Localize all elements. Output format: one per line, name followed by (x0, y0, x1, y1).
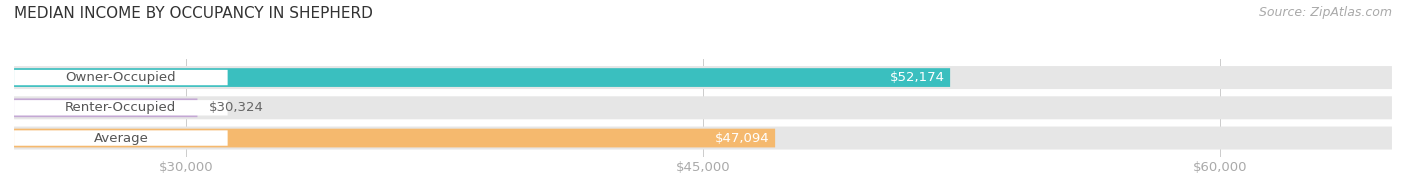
Text: Average: Average (93, 132, 148, 144)
FancyBboxPatch shape (14, 70, 228, 85)
Text: MEDIAN INCOME BY OCCUPANCY IN SHEPHERD: MEDIAN INCOME BY OCCUPANCY IN SHEPHERD (14, 6, 373, 21)
FancyBboxPatch shape (14, 129, 775, 147)
FancyBboxPatch shape (14, 98, 197, 117)
Text: Renter-Occupied: Renter-Occupied (65, 101, 177, 114)
Text: $52,174: $52,174 (890, 71, 945, 84)
Text: $47,094: $47,094 (716, 132, 769, 144)
FancyBboxPatch shape (14, 100, 228, 115)
FancyBboxPatch shape (14, 96, 1392, 119)
Text: $30,324: $30,324 (208, 101, 263, 114)
FancyBboxPatch shape (14, 130, 228, 146)
Text: Owner-Occupied: Owner-Occupied (66, 71, 176, 84)
Text: Source: ZipAtlas.com: Source: ZipAtlas.com (1258, 6, 1392, 19)
FancyBboxPatch shape (14, 66, 1392, 89)
FancyBboxPatch shape (14, 127, 1392, 150)
FancyBboxPatch shape (14, 68, 950, 87)
